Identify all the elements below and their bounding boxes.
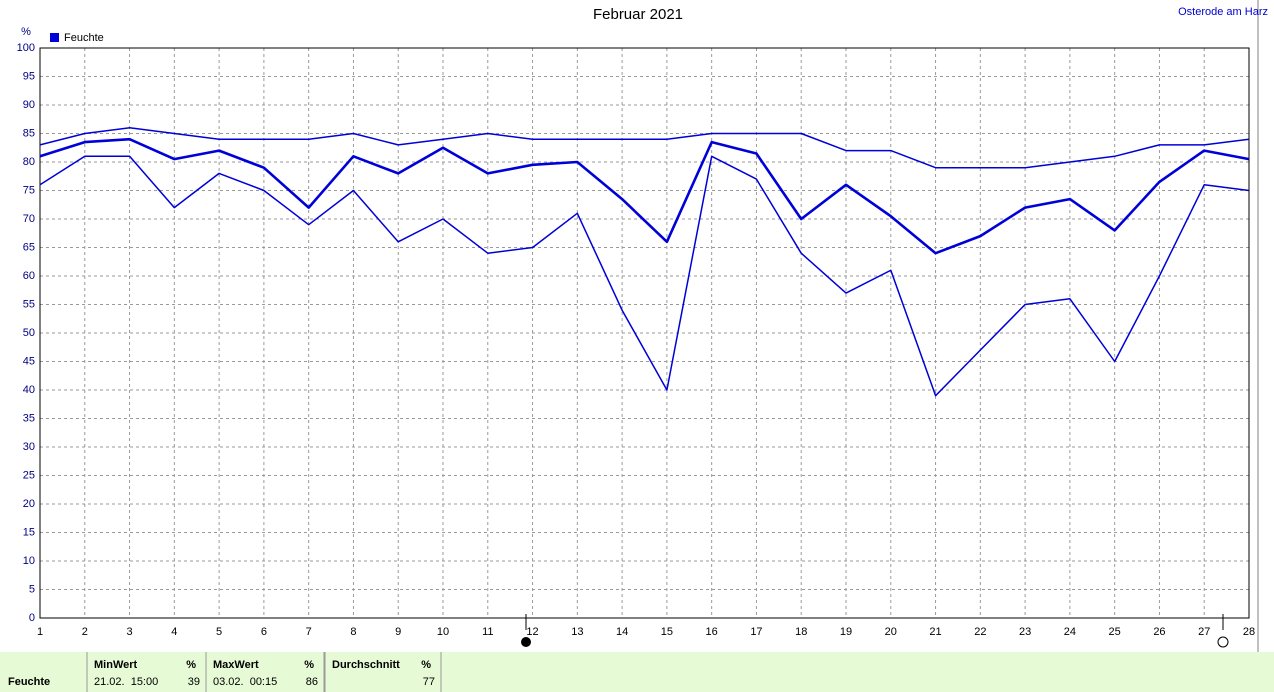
y-tick-label: 100 xyxy=(17,42,35,54)
row-label: Feuchte xyxy=(8,676,50,688)
legend-label: Feuchte xyxy=(64,32,104,44)
y-tick-label: 20 xyxy=(23,498,35,510)
column-unit: % xyxy=(304,659,314,671)
x-tick-label: 12 xyxy=(526,626,538,638)
plot-frame xyxy=(39,47,1250,619)
x-tick-label: 4 xyxy=(171,626,177,638)
x-tick-label: 11 xyxy=(482,626,493,638)
x-tick-label: 22 xyxy=(974,626,986,638)
x-tick-label: 16 xyxy=(706,626,718,638)
y-tick-label: 45 xyxy=(23,355,35,367)
legend-swatch xyxy=(50,33,59,42)
x-tick-label: 14 xyxy=(616,626,628,638)
x-tick-label: 6 xyxy=(261,626,267,638)
column-unit: % xyxy=(186,659,196,671)
y-tick-label: 70 xyxy=(23,213,35,225)
x-tick-label: 3 xyxy=(126,626,132,638)
y-tick-label: 40 xyxy=(23,384,35,396)
y-tick-label: 35 xyxy=(23,412,35,424)
y-tick-label: 25 xyxy=(23,469,35,481)
y-tick-label: 80 xyxy=(23,156,35,168)
x-tick-label: 26 xyxy=(1153,626,1165,638)
x-tick-label: 27 xyxy=(1198,626,1210,638)
x-tick-label: 7 xyxy=(306,626,312,638)
x-tick-label: 13 xyxy=(571,626,583,638)
summary-table: Feuchte xyxy=(8,676,50,688)
chart-title: Februar 2021 xyxy=(593,6,683,23)
column-unit: % xyxy=(421,659,431,671)
x-tick-label: 10 xyxy=(437,626,449,638)
y-tick-label: 50 xyxy=(23,327,35,339)
x-tick-label: 19 xyxy=(840,626,852,638)
y-tick-label: 0 xyxy=(29,612,35,624)
series-line xyxy=(39,155,1250,397)
column-header: MinWert xyxy=(94,659,138,671)
x-tick-label: 8 xyxy=(350,626,356,638)
marker xyxy=(1217,636,1229,648)
x-tick-label: 25 xyxy=(1109,626,1121,638)
grid xyxy=(39,47,1250,619)
y-tick-label: 90 xyxy=(23,99,35,111)
x-tick-label: 23 xyxy=(1019,626,1031,638)
summary-panel xyxy=(0,652,1274,692)
x-tick-label: 9 xyxy=(395,626,401,638)
x-tick-label: 18 xyxy=(795,626,807,638)
column-time: 21.02. 15:00 xyxy=(94,676,158,688)
x-tick-label: 1 xyxy=(37,626,43,638)
series-line xyxy=(39,137,1250,255)
y-tick-label: 10 xyxy=(23,555,35,567)
column-value: 86 xyxy=(306,676,318,688)
y-tick-label: 55 xyxy=(23,298,35,310)
x-tick-label: 24 xyxy=(1064,626,1076,638)
x-tick-label: 20 xyxy=(885,626,897,638)
y-tick-label: 65 xyxy=(23,241,35,253)
column-value: 77 xyxy=(423,676,435,688)
y-tick-label: 30 xyxy=(23,441,35,453)
x-tick-label: 2 xyxy=(82,626,88,638)
y-tick-label: 95 xyxy=(23,70,35,82)
x-tick-label: 15 xyxy=(661,626,673,638)
y-tick-label: 85 xyxy=(23,127,35,139)
series-line xyxy=(39,127,1250,169)
x-tick-label: 17 xyxy=(750,626,762,638)
location: Osterode am Harz xyxy=(1178,6,1268,18)
x-tick-label: 28 xyxy=(1243,626,1255,638)
y-tick-label: 5 xyxy=(29,583,35,595)
y-tick-label: 60 xyxy=(23,270,35,282)
column-header: Durchschnitt xyxy=(332,659,400,671)
y-tick-label: 15 xyxy=(23,526,35,538)
x-tick-label: 21 xyxy=(929,626,941,638)
y-unit: % xyxy=(21,26,31,38)
x-tick-label: 5 xyxy=(216,626,222,638)
column-header: MaxWert xyxy=(213,659,259,671)
y-tick-label: 75 xyxy=(23,184,35,196)
column-time: 03.02. 00:15 xyxy=(213,676,277,688)
column-value: 39 xyxy=(188,676,200,688)
marker xyxy=(521,637,531,647)
